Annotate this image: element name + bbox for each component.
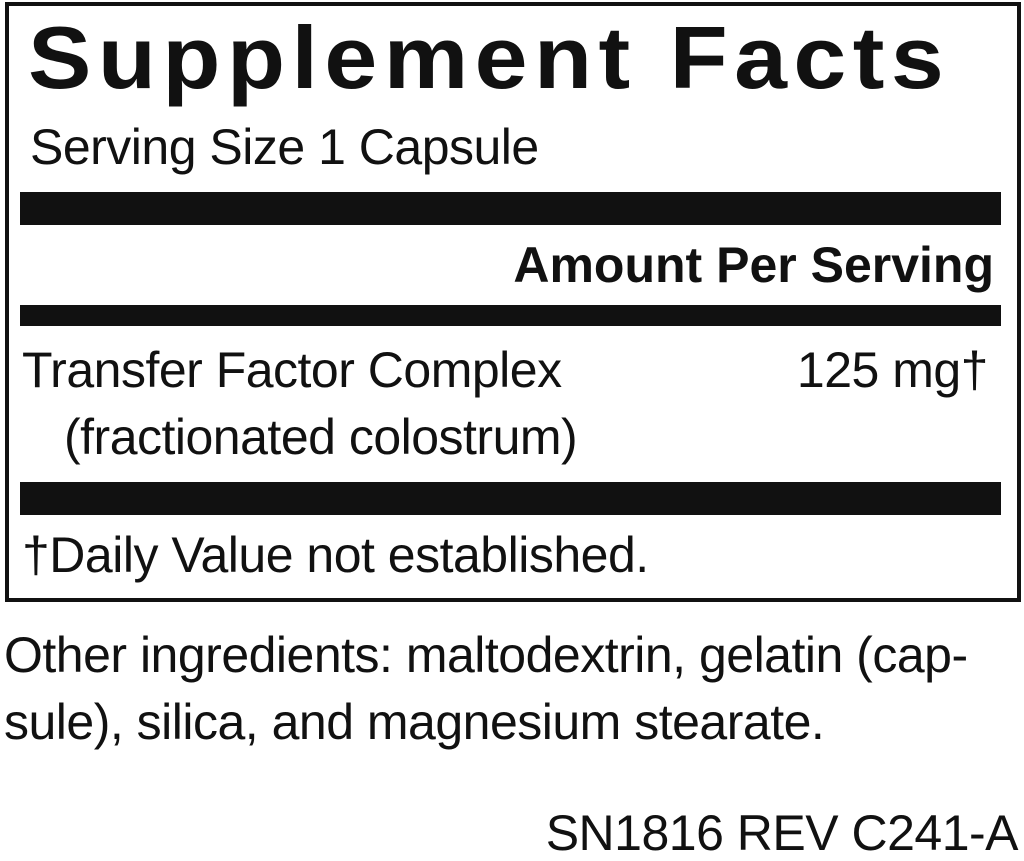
amount-per-serving-header: Amount Per Serving (513, 237, 994, 293)
footnote: †Daily Value not established. (22, 527, 649, 583)
panel-title: Supplement Facts (28, 8, 951, 107)
ingredient-name: Transfer Factor Complex (22, 342, 562, 398)
divider-thick (20, 192, 1001, 225)
other-ingredients-line2: sule), silica, and magnesium stearate. (4, 694, 825, 750)
product-code: SN1816 REV C241-A (545, 805, 1019, 861)
supplement-facts-panel (5, 2, 1021, 602)
divider-thick (20, 482, 1001, 515)
other-ingredients-line1: Other ingredients: maltodextrin, gelatin… (4, 627, 968, 683)
serving-size: Serving Size 1 Capsule (30, 119, 539, 175)
divider-medium (20, 305, 1001, 326)
ingredient-detail: (fractionated colostrum) (64, 409, 578, 465)
ingredient-amount: 125 mg† (796, 342, 989, 398)
